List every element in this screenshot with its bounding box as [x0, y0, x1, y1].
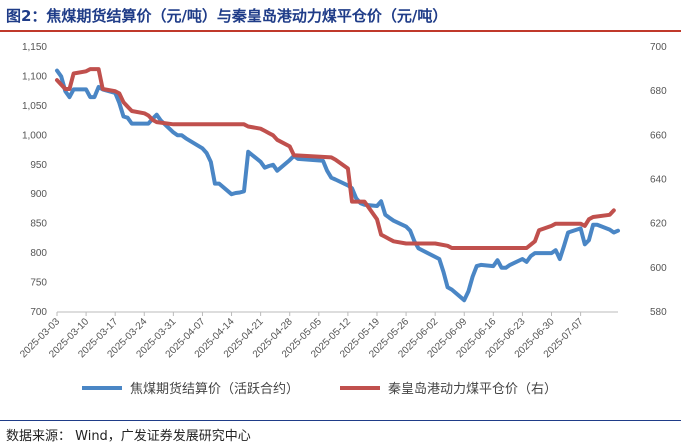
y-right-tick-label: 700: [650, 42, 667, 53]
title-bar: 图2：焦煤期货结算价（元/吨）与秦皇岛港动力煤平仓价（元/吨）: [0, 0, 681, 32]
y-left-tick-label: 850: [30, 219, 47, 230]
legend-label-1: 焦煤期货结算价（活跃合约）: [130, 381, 299, 397]
chart: 700 750 800 850 900 950 1,000 1,050 1,100 1,150 58…: [18, 42, 667, 397]
y-left-tick-label: 950: [30, 160, 47, 171]
y-left-tick-label: 1,100: [22, 71, 47, 82]
y-left-tick-label: 1,000: [22, 130, 47, 141]
y-right-tick-label: 600: [650, 263, 667, 274]
source-note: 数据来源： Wind，广发证券发展研究中心: [6, 429, 251, 444]
y-right-tick-label: 660: [650, 130, 667, 141]
y-right-tick-label: 580: [650, 307, 667, 318]
y-left-tick-label: 1,150: [22, 42, 47, 53]
series-line-1: [55, 68, 620, 303]
y-left-tick-label: 700: [30, 307, 47, 318]
y-left-tick-label: 900: [30, 189, 47, 200]
y-left-tick-label: 1,050: [22, 101, 47, 112]
y-right-tick-label: 680: [650, 86, 667, 97]
y-left-tick-label: 800: [30, 248, 47, 259]
footer-rule: [0, 420, 681, 421]
title-rule: [0, 30, 681, 32]
chart-title: 图2：焦煤期货结算价（元/吨）与秦皇岛港动力煤平仓价（元/吨）: [6, 7, 448, 25]
y-left-tick-label: 750: [30, 278, 47, 289]
y-right-tick-label: 620: [650, 219, 667, 230]
series-line-2: [55, 67, 616, 250]
legend-label-2: 秦皇岛港动力煤平仓价（右）: [388, 381, 557, 397]
y-right-tick-label: 640: [650, 175, 667, 186]
